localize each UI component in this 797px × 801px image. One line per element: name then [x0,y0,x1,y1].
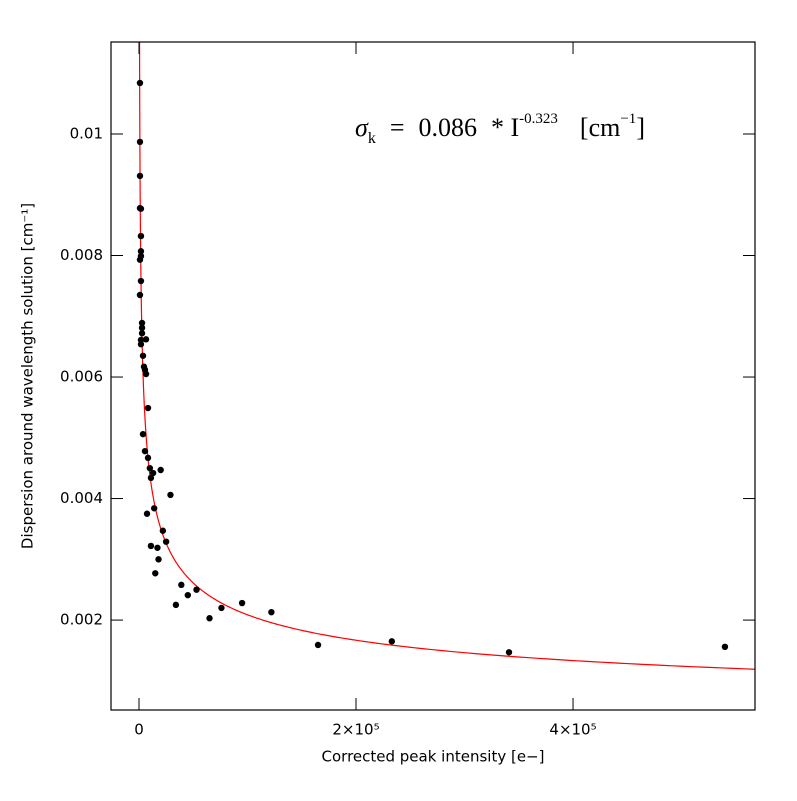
eq-times: * I [491,113,519,142]
y-tick-label: 0.004 [60,489,103,507]
y-axis-label: Dispersion around wavelength solution [c… [19,203,37,549]
data-point [150,505,158,512]
data-point [144,404,152,412]
data-point [144,454,152,462]
eq-symbol: σ [355,113,369,142]
data-point [139,352,147,359]
data-point [193,586,200,593]
data-point [314,641,322,649]
data-point [154,544,161,551]
data-point [137,232,145,240]
x-tick-label: 2×10⁵ [332,721,379,739]
data-point [147,542,155,550]
x-axis-label: Corrected peak intensity [e−] [322,748,545,766]
data-point [137,341,145,348]
eq-unit-end: ] [636,113,645,142]
data-point [162,538,170,545]
data-point [388,638,396,645]
plot-area [136,42,755,670]
data-point [167,491,174,499]
y-tick-label: 0.006 [60,368,103,386]
data-point [147,474,155,482]
data-point [139,430,147,438]
data-point [206,615,213,622]
data-point [155,556,162,563]
data-point [178,581,185,589]
eq-exponent: -0.323 [519,111,558,127]
data-point [138,319,146,327]
data-point [136,79,144,87]
fit-curve [138,42,755,670]
data-point [138,324,146,332]
x-tick-label: 0 [134,721,144,739]
eq-subscript: k [368,130,376,147]
eq-unit: [cm [580,113,620,142]
eq-unit-superscript: −1 [620,111,636,127]
eq-equals: = [390,113,405,142]
eq-coefficient: 0.086 [419,113,478,142]
data-point [172,601,180,609]
data-point [136,256,144,263]
data-point [146,464,154,472]
y-tick-label: 0.002 [60,611,103,629]
data-point [136,291,144,299]
data-point [238,599,246,607]
data-point [268,608,275,616]
data-point [142,370,150,378]
data-point [137,205,145,212]
data-point [505,649,513,656]
data-point [184,591,192,599]
data-point [136,172,144,180]
x-tick-label: 4×10⁵ [549,721,596,739]
data-point [138,330,146,337]
data-point [141,447,149,455]
data-point [137,248,145,255]
data-point [136,138,144,146]
data-point [149,469,157,477]
data-point [721,643,729,651]
plot-frame [110,41,756,711]
y-tick-label: 0.008 [60,246,103,264]
data-point [159,527,167,534]
data-point [142,336,150,343]
data-point [152,570,159,577]
data-point [143,510,151,517]
data-point [218,604,225,612]
data-point [137,277,145,285]
y-tick-label: 0.01 [70,124,103,142]
fit-equation: σk = 0.086 * I-0.323 [cm−1] [355,111,645,146]
data-point [157,466,164,474]
